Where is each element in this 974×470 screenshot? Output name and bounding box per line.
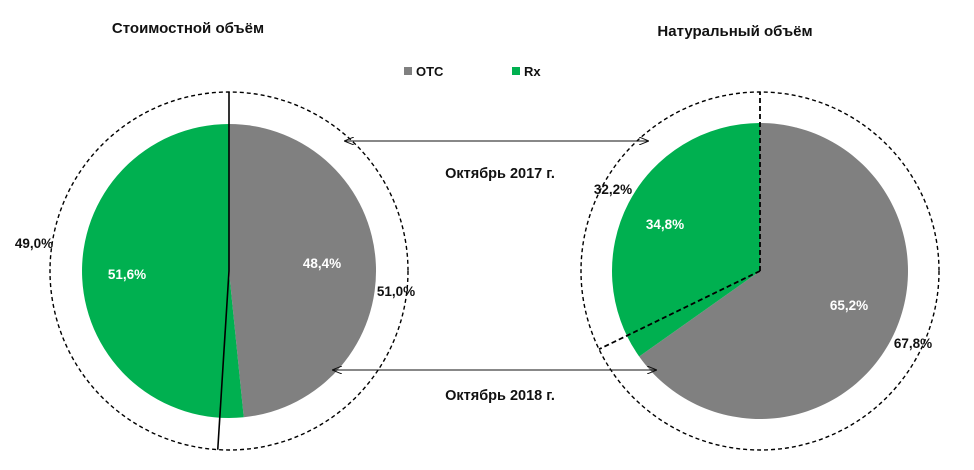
- pie-chart-unit-volume: 65,2% 34,8% 67,8% 32,2%: [580, 91, 940, 451]
- period-label-2017: Октябрь 2017 г.: [445, 166, 555, 182]
- chart-title-unit-volume: Натуральный объём: [657, 23, 812, 40]
- outer-split-line-1-unit-volume: [598, 270, 761, 351]
- legend-label-rx: Rx: [524, 64, 541, 79]
- pie-slice-inner-rx-unit-volume: [611, 123, 760, 357]
- data-label-inner-otc-unit-volume: 65,2%: [830, 298, 868, 313]
- data-label-inner-rx-unit-volume: 34,8%: [646, 217, 684, 232]
- chart-title-value-volume: Стоимостной объём: [112, 20, 264, 37]
- data-label-inner-otc-value-volume: 48,4%: [303, 256, 341, 271]
- outer-split-line-1-value-volume: [216, 270, 230, 450]
- data-label-outer-otc-unit-volume: 67,8%: [894, 336, 932, 351]
- pie-slice-inner-rx-value-volume: [82, 124, 244, 418]
- data-label-outer-otc-value-volume: 51,0%: [377, 284, 415, 299]
- data-label-outer-rx-value-volume: 49,0%: [15, 236, 53, 251]
- legend-swatch-rx: [512, 67, 520, 75]
- legend: OTC Rx: [404, 64, 541, 79]
- data-label-inner-rx-value-volume: 51,6%: [108, 267, 146, 282]
- pie-chart-value-volume: 48,4% 51,6% 51,0% 49,0%: [15, 91, 415, 451]
- pie-slice-inner-otc-value-volume: [229, 124, 377, 418]
- legend-label-otc: OTC: [416, 64, 444, 79]
- legend-swatch-otc: [404, 67, 412, 75]
- period-label-2018: Октябрь 2018 г.: [445, 388, 555, 404]
- data-label-outer-rx-unit-volume: 32,2%: [594, 182, 632, 197]
- pie-slice-inner-otc-unit-volume: [639, 123, 908, 419]
